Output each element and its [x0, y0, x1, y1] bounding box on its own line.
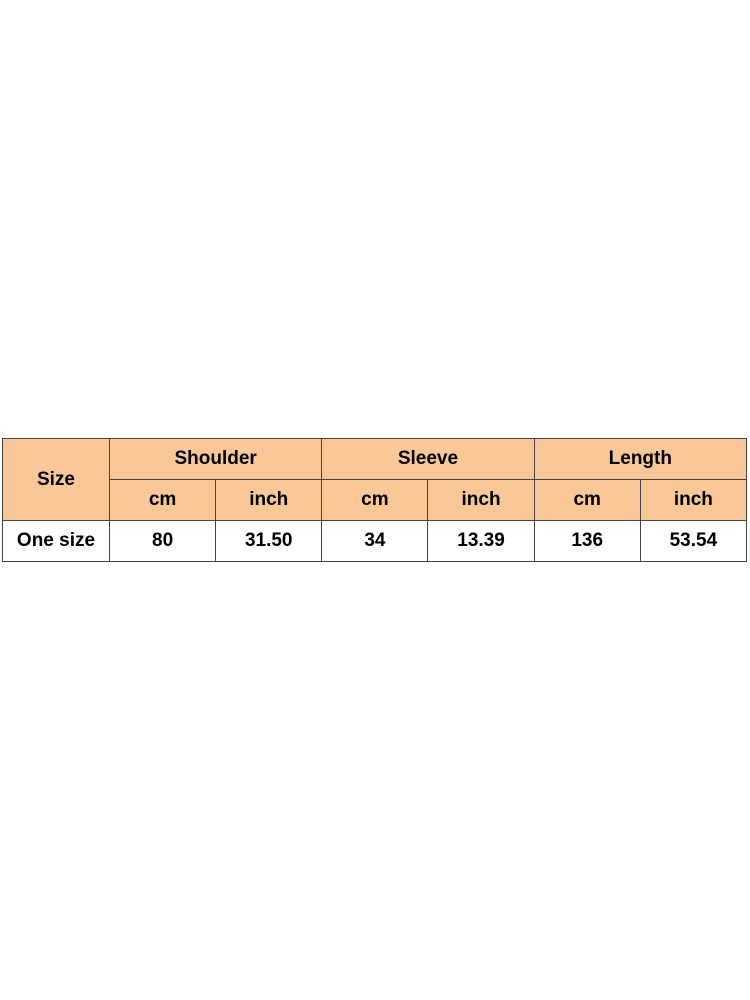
header-row-groups: Size Shoulder Sleeve Length — [2, 438, 748, 521]
value-cell: 34 — [321, 520, 429, 562]
unit-header: cm — [108, 479, 217, 521]
group-header-shoulder: Shoulder — [108, 438, 323, 480]
table-row: One size 80 31.50 34 13.39 136 53.54 — [2, 520, 748, 562]
value-cell: 13.39 — [427, 520, 535, 562]
header-row-units: cm inch cm inch cm inch — [3, 479, 748, 521]
unit-header: inch — [427, 479, 535, 521]
size-chart-table: Size Shoulder Sleeve Length cm inch cm i… — [2, 438, 748, 562]
unit-header: inch — [639, 479, 748, 521]
size-header: Size — [2, 438, 110, 521]
unit-header: cm — [321, 479, 429, 521]
unit-header: cm — [533, 479, 641, 521]
value-cell: 80 — [108, 520, 217, 562]
group-header-sleeve: Sleeve — [321, 438, 535, 480]
size-cell: One size — [2, 520, 110, 562]
value-cell: 31.50 — [215, 520, 323, 562]
group-header-length: Length — [533, 438, 748, 480]
value-cell: 136 — [533, 520, 641, 562]
unit-header: inch — [215, 479, 323, 521]
value-cell: 53.54 — [639, 520, 748, 562]
